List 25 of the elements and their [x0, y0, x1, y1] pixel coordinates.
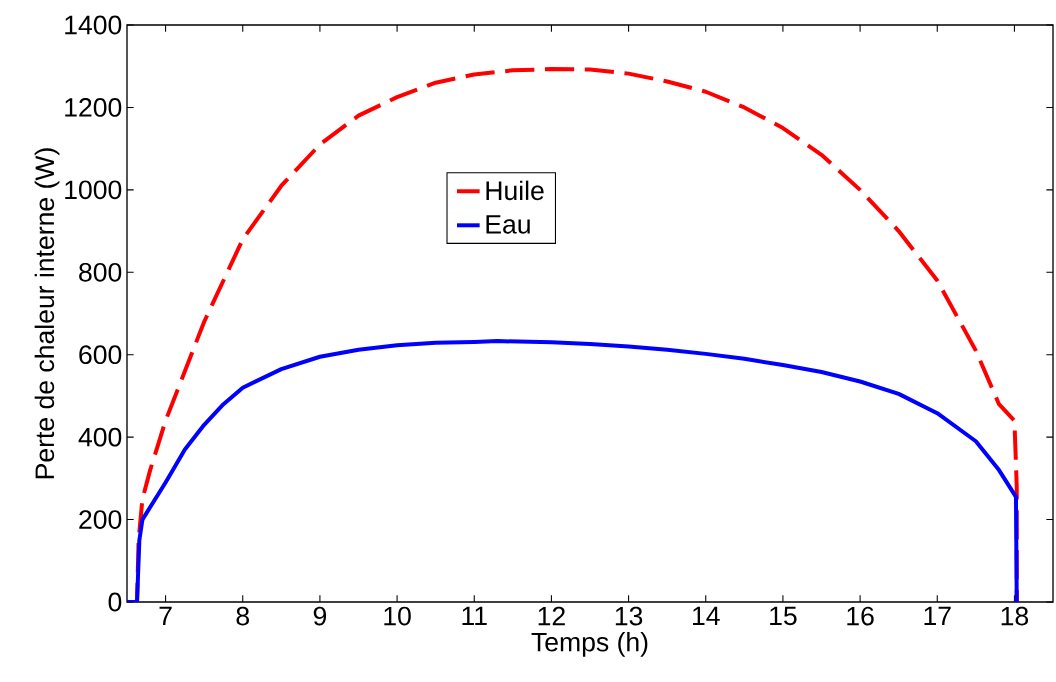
- y-axis-title: Perte de chaleur interne (W): [34, 148, 60, 479]
- y-tick-label: 400: [78, 427, 122, 447]
- legend-label: Eau: [486, 215, 530, 234]
- x-tick-label: 16: [847, 606, 874, 626]
- x-tick-label: 11: [462, 606, 487, 625]
- x-tick-label: 8: [236, 606, 249, 626]
- x-tick-label: 15: [770, 606, 797, 626]
- y-tick-label: 0: [108, 592, 122, 612]
- y-tick-label: 1400: [65, 15, 122, 35]
- x-tick-label: 17: [924, 606, 951, 625]
- x-tick-label: 9: [313, 606, 327, 626]
- y-tick-label: 1200: [65, 98, 122, 117]
- line-series: [127, 339, 1019, 602]
- y-tick-label: 600: [79, 345, 122, 365]
- legend-label: Huile: [486, 180, 544, 201]
- y-tick-label: 800: [79, 262, 122, 282]
- y-tick-label: 1000: [65, 180, 122, 200]
- x-tick-label: 7: [159, 606, 172, 625]
- x-tick-label: 13: [615, 606, 643, 626]
- x-axis-title: Temps (h): [531, 631, 648, 657]
- x-tick-label: 12: [538, 606, 565, 626]
- x-tick-label: 18: [1001, 606, 1029, 626]
- x-tick-label: 14: [693, 606, 720, 625]
- y-tick-label: 200: [79, 510, 122, 529]
- x-tick-label: 10: [384, 606, 411, 626]
